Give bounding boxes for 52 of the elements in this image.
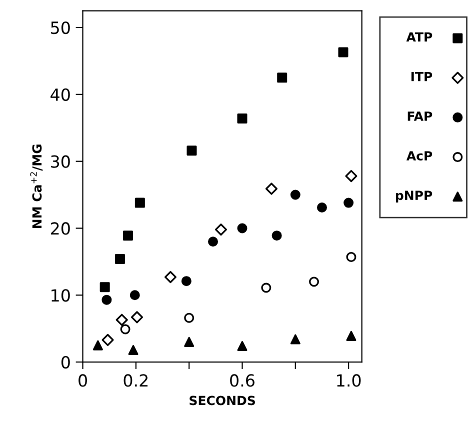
point: [265, 182, 278, 195]
point: [277, 72, 288, 83]
legend-label: FAP: [408, 112, 432, 121]
point: [181, 276, 192, 286]
y-axis-title: NM Ca$^{+2}$/MG: [30, 144, 43, 228]
point: [290, 334, 300, 344]
legend-label: pNPP: [396, 190, 432, 203]
y-tick-label: 30: [51, 155, 70, 168]
point: [261, 282, 272, 293]
point: [316, 202, 327, 212]
x-tick-label: 0: [78, 374, 87, 387]
point: [120, 324, 130, 334]
point: [345, 170, 358, 182]
point: [214, 224, 228, 236]
point: [309, 276, 320, 287]
x-tick-label: 1.0: [337, 374, 361, 387]
x-axis-title: SECONDS: [190, 396, 255, 406]
point: [237, 223, 248, 234]
point: [184, 312, 194, 323]
legend-label: AcP: [406, 151, 432, 160]
legend-label: ITP: [411, 72, 432, 82]
point: [128, 344, 138, 355]
point: [184, 336, 194, 347]
point: [237, 340, 248, 351]
point: [164, 271, 177, 284]
y-tick-label: 10: [52, 289, 70, 302]
point: [208, 236, 218, 247]
y-tick-label: 50: [51, 21, 70, 34]
point: [134, 198, 145, 208]
point: [130, 311, 144, 324]
point: [130, 290, 140, 300]
point: [102, 294, 112, 305]
point: [237, 113, 248, 124]
y-tick-label: 20: [50, 222, 70, 235]
x-tick-label: 0.2: [124, 374, 148, 387]
point: [346, 330, 356, 341]
point: [122, 230, 133, 241]
point: [114, 254, 125, 264]
y-tick-label: 0: [61, 356, 70, 369]
y-tick-label: 40: [50, 88, 70, 101]
point: [92, 340, 103, 350]
point: [338, 47, 348, 58]
point: [346, 252, 356, 262]
point: [100, 282, 110, 292]
x-tick-label: 0.6: [230, 374, 254, 387]
point: [344, 198, 354, 208]
point: [102, 334, 114, 346]
point: [186, 146, 197, 156]
legend-label: ATP: [406, 32, 432, 42]
point: [272, 230, 282, 241]
point: [116, 314, 128, 326]
point: [290, 190, 300, 200]
